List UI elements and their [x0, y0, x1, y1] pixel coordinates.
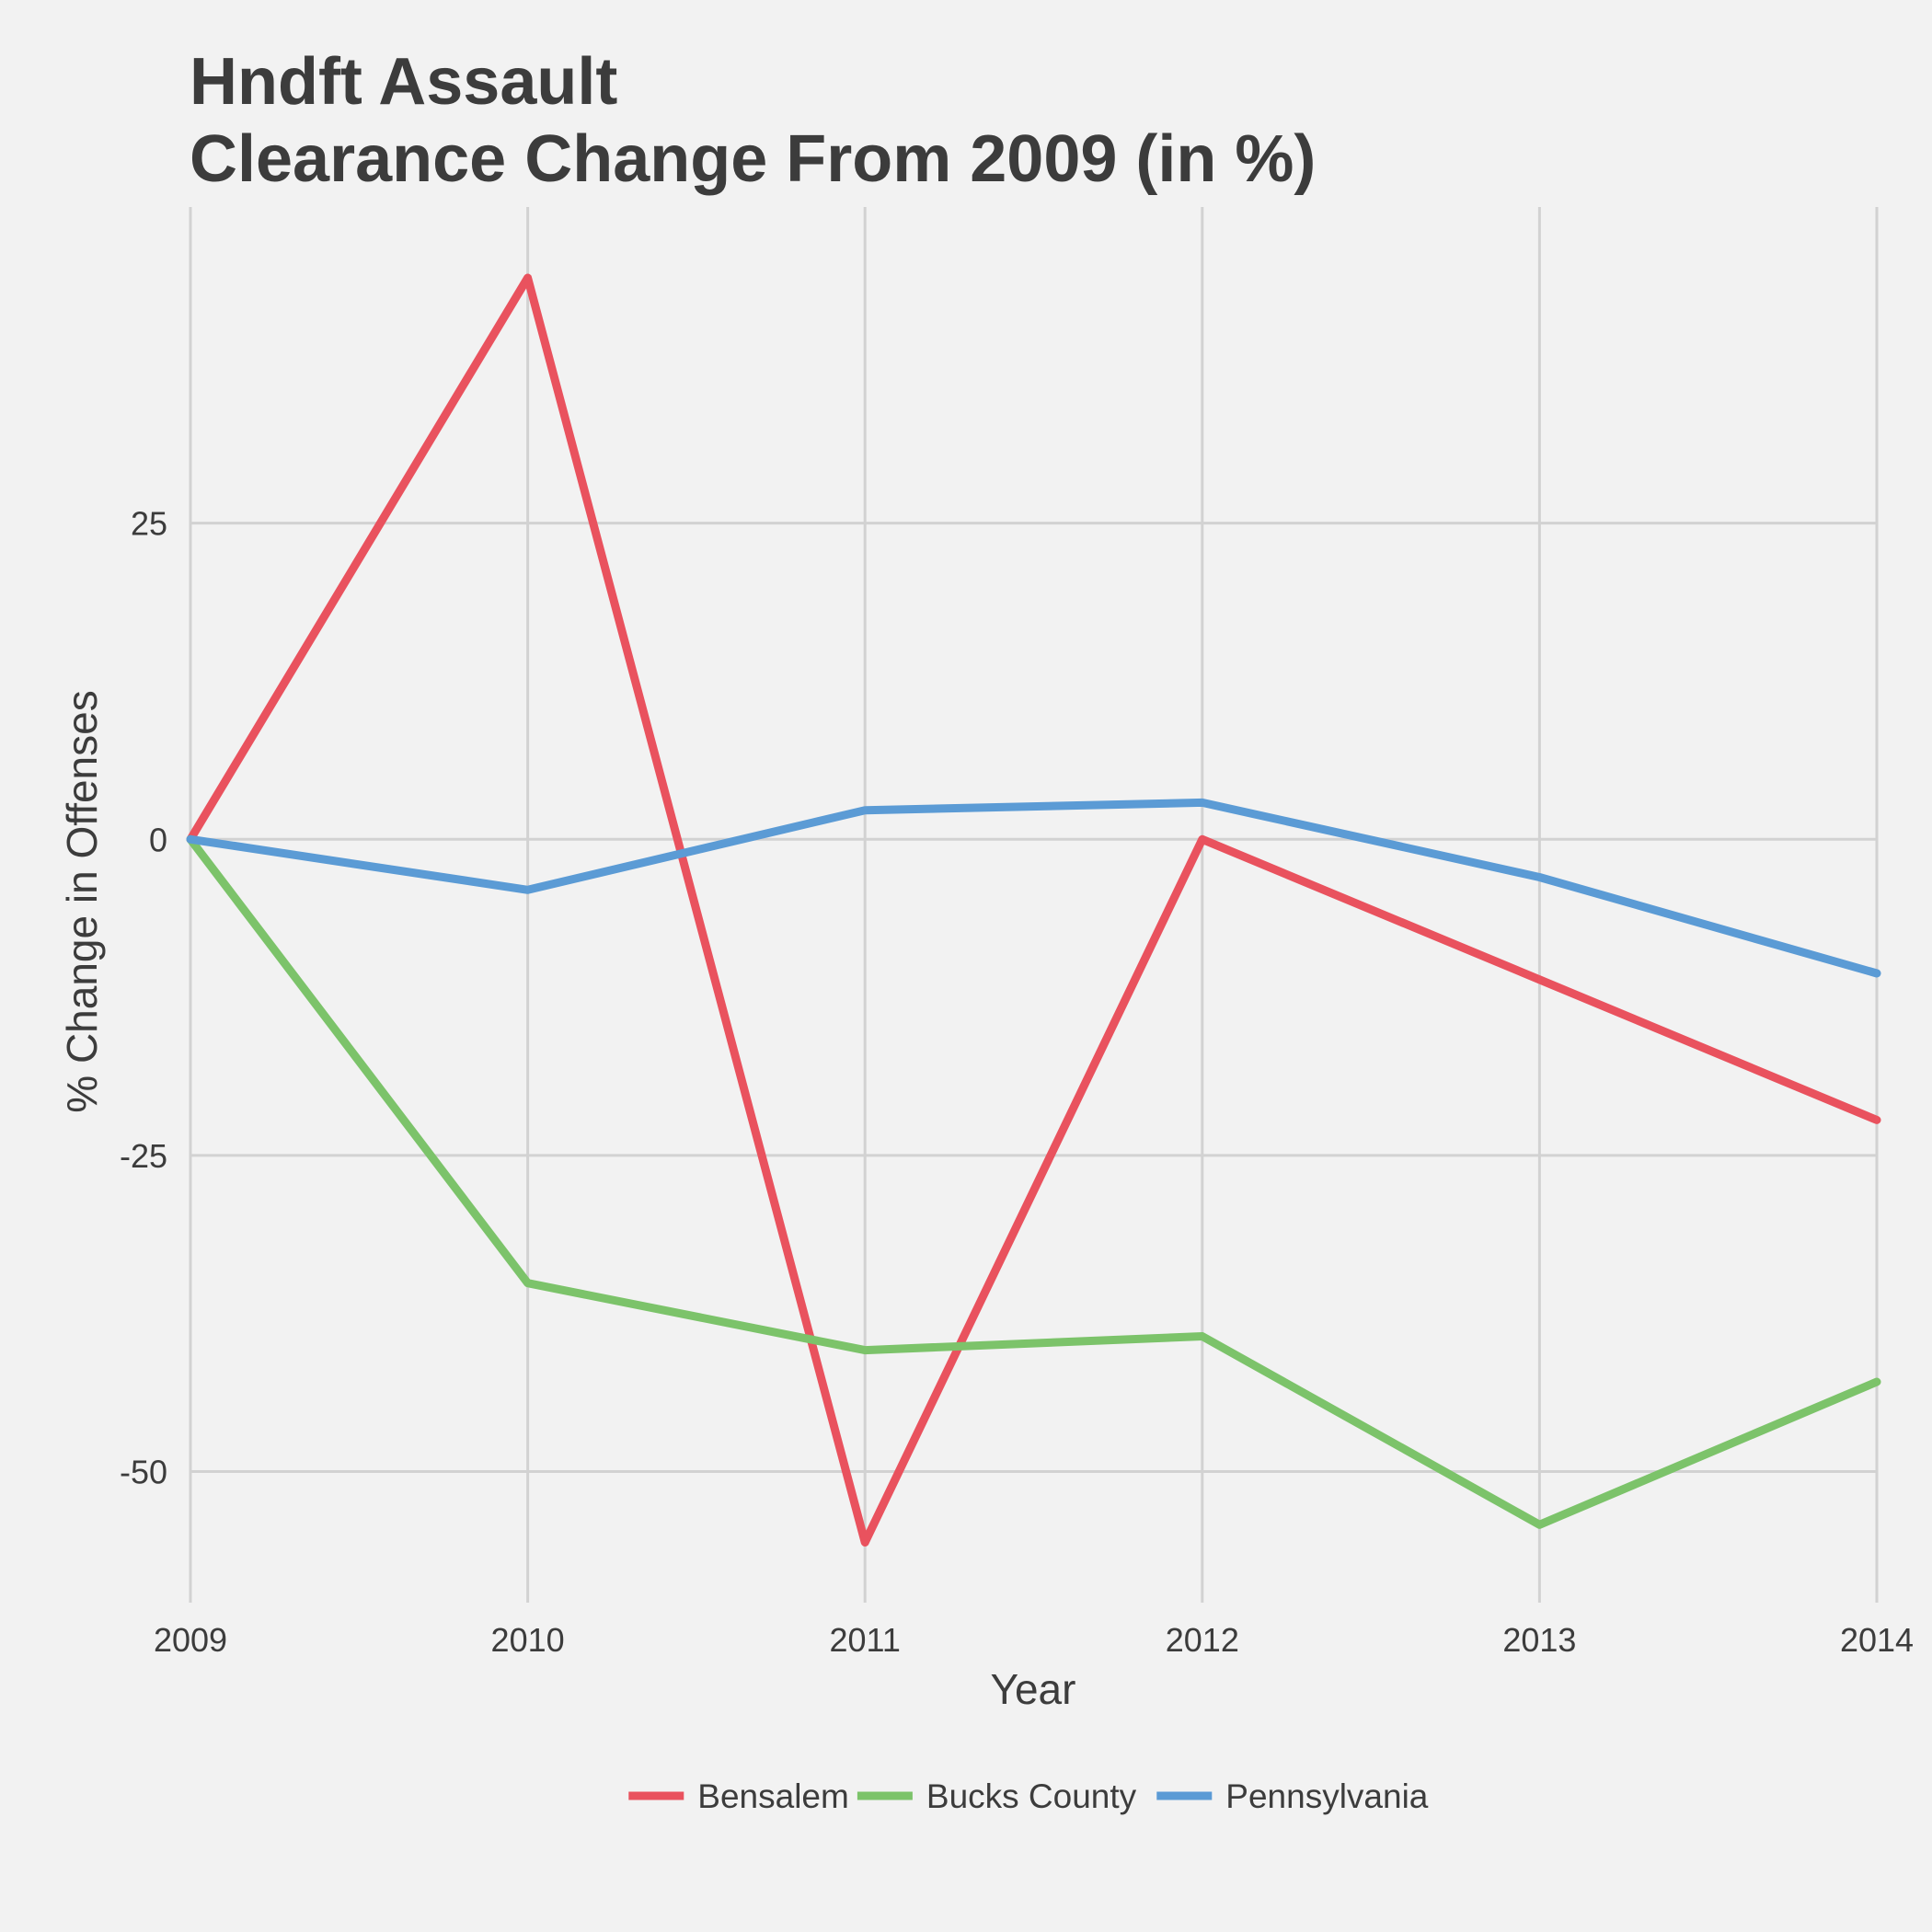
vertical-gridlines	[189, 207, 1879, 1603]
x-tick-label: 2011	[829, 1621, 900, 1659]
horizontal-gridlines	[190, 522, 1877, 1474]
series-line-bucks-county	[186, 834, 1881, 1529]
y-tick-label: 25	[131, 505, 167, 543]
legend-label-bucks-county: Bucks County	[926, 1777, 1137, 1815]
legend-label-bensalem: Bensalem	[697, 1777, 849, 1815]
x-axis-title: Year	[991, 1665, 1076, 1713]
x-tick-label: 2012	[1166, 1621, 1239, 1659]
y-tick-label: -25	[120, 1137, 167, 1175]
chart-title-line-2: Clearance Change From 2009 (in %)	[190, 122, 1316, 196]
x-axis-tick-labels: 2009 2010 2011 2012 2013 2014	[154, 1621, 1914, 1659]
chart-title-line-1: Hndft Assault	[190, 45, 617, 119]
series-lines	[186, 273, 1881, 1547]
series-line-pennsylvania	[186, 798, 1881, 978]
y-tick-label: -50	[120, 1454, 167, 1491]
x-tick-label: 2013	[1502, 1621, 1576, 1659]
y-axis-tick-labels: -50 -25 0 25	[120, 505, 167, 1491]
series-line-bensalem	[186, 273, 1881, 1547]
x-tick-label: 2014	[1840, 1621, 1914, 1659]
y-axis-title: % Change in Offenses	[58, 690, 106, 1112]
x-tick-label: 2010	[491, 1621, 565, 1659]
y-tick-label: 0	[149, 821, 167, 858]
legend: Bensalem Bucks County Pennsylvania	[628, 1777, 1429, 1815]
x-tick-label: 2009	[154, 1621, 227, 1659]
legend-label-pennsylvania: Pennsylvania	[1225, 1777, 1429, 1815]
